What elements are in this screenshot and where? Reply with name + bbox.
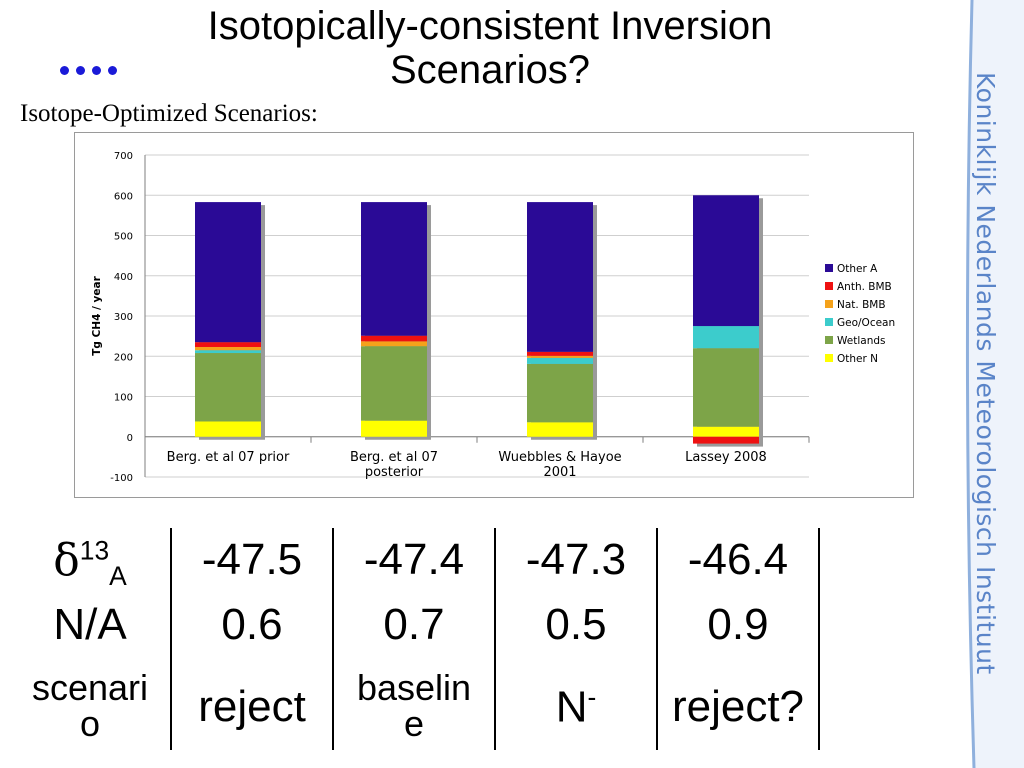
y-tick-label: 100 (114, 393, 133, 404)
legend-label: Other N (837, 353, 878, 365)
y-tick-label: 0 (127, 433, 133, 444)
legend-label: Anth. BMB (837, 281, 892, 293)
cell-main: N (555, 682, 588, 732)
table-cell: -46.4 (687, 535, 789, 584)
row-label-line: o (79, 703, 101, 744)
bar-segment (195, 346, 261, 351)
y-tick-label: 700 (114, 151, 133, 162)
legend-swatch (825, 282, 833, 290)
bar-segment (527, 363, 593, 423)
legend-swatch (825, 300, 833, 308)
bar-segment (527, 202, 593, 352)
slide-subtitle: Isotope-Optimized Scenarios: (20, 100, 318, 127)
bar-segment (693, 348, 759, 427)
row-label-delta13: δ13A (10, 535, 170, 592)
slide-title: Isotopically-consistent Inversion Scenar… (207, 4, 773, 92)
cell-line: e (403, 703, 425, 744)
bar-segment (361, 341, 427, 347)
bar-segment (693, 326, 759, 349)
table-divider (818, 528, 820, 750)
table-cell: 0.6 (221, 600, 283, 649)
y-axis-label: Tg CH4 / year (91, 275, 103, 355)
table-cell: -47.5 (201, 535, 303, 584)
table-divider (332, 528, 334, 750)
row-label-line: scenari (31, 667, 149, 708)
table-cell: reject (198, 682, 306, 731)
table-cell: -47.3 (525, 535, 627, 584)
brand-band (965, 0, 1024, 768)
y-tick-label: 500 (114, 232, 133, 243)
x-category-label: Berg. et al 07 (350, 450, 438, 465)
table-divider (494, 528, 496, 750)
bar-segment (195, 202, 261, 343)
bar-segment (195, 350, 261, 354)
bar-segment (361, 335, 427, 342)
x-category-label: posterior (365, 465, 424, 480)
bar-segment (527, 357, 593, 364)
table-divider (170, 528, 172, 750)
cell-line: baselin (356, 667, 472, 708)
x-category-label: 2001 (543, 465, 576, 480)
legend-swatch (825, 318, 833, 326)
y-tick-label: 200 (114, 352, 133, 363)
table-cell: reject? (671, 682, 805, 731)
legend-swatch (825, 336, 833, 344)
table-cell: -47.4 (363, 535, 465, 584)
legend-label: Other A (837, 263, 878, 275)
bar-segment (527, 355, 593, 358)
delta-symbol: δ (53, 535, 80, 586)
bar-segment (693, 426, 759, 437)
table-divider (656, 528, 658, 750)
bar-segment (195, 353, 261, 422)
x-category-label: Wuebbles & Hayoe (498, 450, 621, 465)
legend-label: Geo/Ocean (837, 317, 895, 329)
bar-segment (527, 351, 593, 356)
cell-superscript: - (587, 682, 597, 712)
bullet-dots-icon (60, 66, 117, 75)
table-cell: baselin e (334, 670, 494, 742)
legend-swatch (825, 264, 833, 272)
bar-segment (361, 420, 427, 437)
bar-segment (361, 202, 427, 336)
row-label-scenario: scenari o (10, 670, 170, 742)
y-tick-label: 300 (114, 312, 133, 323)
x-category-label: Berg. et al 07 prior (167, 450, 290, 465)
bar-segment (527, 422, 593, 437)
y-tick-label: 400 (114, 272, 133, 283)
x-category-label: Lassey 2008 (685, 450, 767, 465)
bar-segment (361, 346, 427, 421)
legend-label: Nat. BMB (837, 299, 886, 311)
delta-subscript: A (109, 560, 127, 591)
bar-segment (195, 421, 261, 437)
y-tick-label: -100 (110, 473, 133, 484)
table-cell: 0.5 (545, 600, 607, 649)
brand-watermark: Koninklijk Nederlands Meteorologisch Ins… (971, 72, 1000, 675)
delta-superscript: 13 (79, 535, 110, 566)
row-label-na: N/A (53, 600, 127, 649)
bar-segment (693, 195, 759, 327)
y-tick-label: 600 (114, 191, 133, 202)
bar-segment (195, 342, 261, 347)
table-cell: 0.9 (707, 600, 769, 649)
table-cell: 0.7 (383, 600, 445, 649)
legend-label: Wetlands (837, 335, 886, 347)
table-cell: N- (496, 682, 656, 733)
bar-segment (693, 436, 759, 444)
stacked-bar-chart: -100 0 100 200 300 400 500 600 700 Tg CH4 / year B… (91, 151, 895, 484)
legend-swatch (825, 354, 833, 362)
chart-frame: -100 0 100 200 300 400 500 600 700 Tg CH4 / year B… (74, 132, 914, 498)
